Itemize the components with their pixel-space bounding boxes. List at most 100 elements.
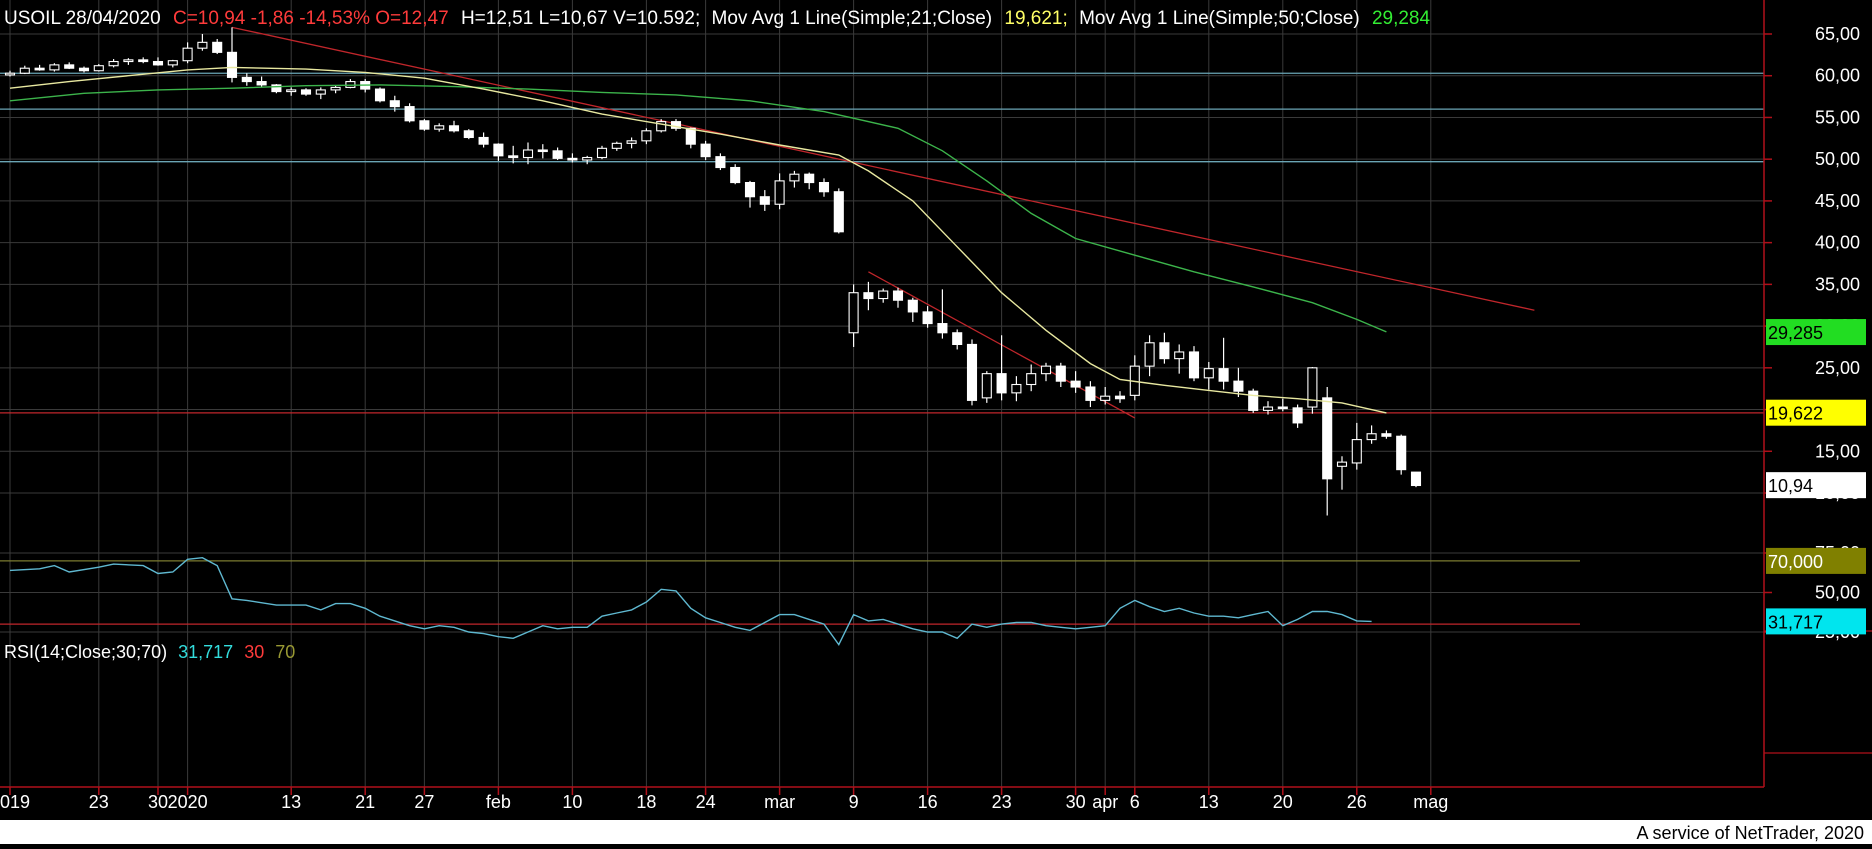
candle-down	[730, 166, 741, 184]
price-tick-label: 65,00	[1815, 24, 1860, 44]
value-markers: 29,285 19,622 10,94 70,000 31,717	[1766, 319, 1866, 635]
candle-up	[197, 41, 208, 49]
candle-up	[626, 140, 637, 144]
value-marker-box	[1766, 472, 1866, 499]
candle-down	[226, 51, 238, 78]
time-tick-label: 6	[1130, 792, 1140, 812]
candle-up	[315, 89, 326, 95]
rsi-legend: RSI(14;Close;30;70) 31,717 30 70	[4, 642, 295, 662]
value-marker-box	[1766, 547, 1866, 574]
price-y-axis: 65,0060,0055,0050,0045,0040,0035,0030,00…	[1764, 24, 1860, 503]
candle-down	[1233, 380, 1244, 392]
candle-up	[1040, 365, 1052, 375]
price-tick-label: 15,00	[1815, 441, 1860, 461]
time-x-axis: 201923302020132127feb101824mar9162330apr…	[0, 787, 1448, 812]
candle-down	[685, 127, 696, 145]
candle-up	[1366, 433, 1377, 441]
time-tick-label: 27	[414, 792, 434, 812]
candle-up	[774, 180, 785, 205]
value-marker-label: 70,000	[1768, 552, 1823, 572]
candle-down	[700, 143, 711, 158]
candle-up	[1026, 373, 1037, 386]
rsi-high-level: 70	[275, 642, 295, 662]
candle-up	[878, 290, 889, 300]
candle-down	[1410, 471, 1422, 487]
candle-down	[952, 332, 963, 346]
candle-down	[759, 196, 770, 205]
time-tick-label: 13	[281, 792, 301, 812]
candle-down	[212, 41, 223, 53]
candle-down	[152, 60, 164, 66]
candle-down	[271, 84, 282, 93]
ma50-line	[9, 84, 1387, 333]
candle-down	[744, 181, 756, 198]
candle-down	[552, 150, 563, 159]
candle-up	[1203, 368, 1214, 379]
candle-up	[1262, 406, 1274, 411]
price-tick-label: 40,00	[1815, 233, 1860, 253]
chart-legend: USOIL 28/04/2020 C=10,94 -1,86 -14,53% O…	[4, 8, 1430, 29]
candle-down	[138, 59, 149, 63]
candle-up	[108, 60, 119, 67]
value-marker-box	[1766, 399, 1866, 426]
time-tick-label: 24	[696, 792, 716, 812]
horizontal-levels	[0, 72, 1764, 414]
candle-down	[78, 67, 90, 72]
close-quote: C=10,94 -1,86 -14,53% O=12,47	[173, 8, 449, 29]
time-tick-label: 10	[562, 792, 582, 812]
high-low-volume: H=12,51 L=10,67 V=10.592;	[461, 8, 700, 29]
candle-up	[789, 173, 800, 182]
candle-up	[1174, 351, 1185, 360]
candle-up	[611, 142, 622, 149]
candle-down	[892, 290, 904, 301]
value-marker-box	[1766, 608, 1866, 635]
candle-up	[1144, 342, 1155, 367]
candle-up	[434, 125, 445, 130]
rsi-tick-label: 50,00	[1815, 583, 1860, 603]
candle-down	[1381, 433, 1392, 437]
time-tick-label: 2019	[0, 792, 30, 812]
candle-down	[1188, 351, 1200, 379]
candle-down	[404, 106, 415, 122]
candle-down	[907, 299, 918, 313]
time-tick-label: 18	[636, 792, 656, 812]
footer-credit: A service of NetTrader, 2020	[1637, 823, 1864, 843]
candle-down	[863, 292, 874, 300]
moving-averages	[9, 66, 1387, 414]
candle-up	[330, 86, 341, 91]
candle-down	[1070, 380, 1081, 388]
value-marker-box	[1766, 319, 1866, 346]
candle-down	[1159, 342, 1170, 360]
candle-down	[818, 181, 830, 193]
candle-down	[670, 121, 682, 129]
ma50-value: 29,284	[1372, 8, 1431, 29]
candle-up	[641, 130, 652, 142]
rsi-line	[9, 556, 1372, 646]
candle-up	[4, 72, 16, 76]
candle-down	[493, 143, 504, 157]
time-tick-label: 23	[89, 792, 109, 812]
candle-up	[123, 59, 134, 63]
candle-down	[419, 120, 430, 130]
price-tick-label: 45,00	[1815, 191, 1860, 211]
candle-down	[448, 125, 460, 132]
candle-up	[49, 64, 60, 71]
ma50-label: Mov Avg 1 Line(Simple;50;Close)	[1079, 8, 1360, 29]
value-marker-label: 29,285	[1768, 323, 1823, 343]
candle-down	[1396, 435, 1407, 471]
candle-up	[522, 149, 534, 159]
candle-down	[1248, 390, 1259, 411]
rsi-label: RSI(14;Close;30;70)	[4, 642, 167, 662]
candle-down	[478, 136, 489, 145]
candle-down	[922, 311, 933, 325]
candle-up	[1336, 461, 1348, 467]
candle-down	[1085, 386, 1096, 401]
time-tick-label: 20	[1273, 792, 1293, 812]
price-tick-label: 35,00	[1815, 274, 1860, 294]
candle-up	[286, 89, 297, 93]
candle-down	[256, 81, 267, 86]
candle-up	[1011, 383, 1022, 394]
candle-up	[93, 65, 104, 72]
